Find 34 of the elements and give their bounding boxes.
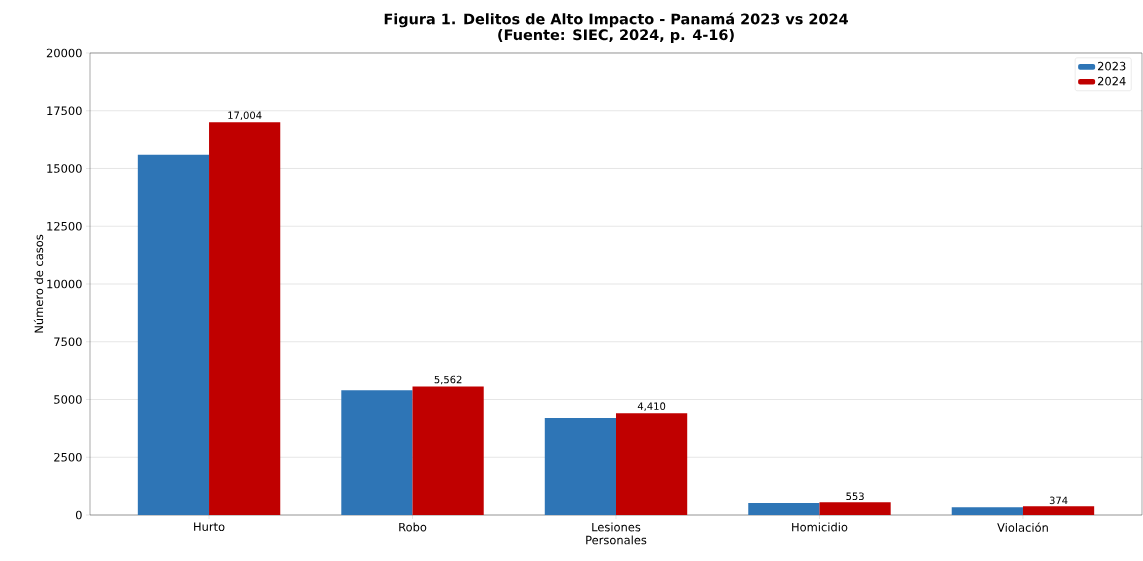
data-label: 5,562 [434,375,462,385]
bar [341,390,413,515]
data-label: 17,004 [228,111,262,120]
legend-label: 2024 [1097,76,1126,86]
y-tick-label: 17500 [47,106,82,116]
y-tick-label: 20000 [46,48,82,58]
x-tick-label: Robo [399,522,427,532]
data-label: 4,410 [637,402,666,411]
bar [951,507,1023,515]
y-tick-label: 12500 [47,221,82,231]
bar [615,413,688,515]
bar [209,122,281,515]
bar [819,502,891,515]
bar [544,417,616,515]
x-tick-label: Violación [997,522,1048,532]
y-axis-title: Número de casos [33,234,44,333]
bar [1022,506,1095,515]
bar [748,502,820,515]
data-label: 553 [846,492,864,501]
bar [412,386,484,515]
y-tick-label: 10000 [47,279,82,289]
y-tick-label: 15000 [47,164,82,173]
y-tick-label: 2500 [54,452,82,462]
x-tick-label: Lesiones Personales [586,522,647,545]
chart-title: Figura 1. Delitos de Alto Impacto - Panamá 2023 vs 2024 [384,12,848,28]
y-tick-label: 7500 [54,337,82,347]
y-tick-label: 5000 [54,395,82,404]
chart-subtitle: (Fuente: SIEC, 2024, p. 4-16) [498,29,734,43]
data-label: 374 [1049,496,1068,505]
x-tick-label: Hurto [194,522,225,532]
bar [137,154,210,515]
y-tick-label: 0 [75,510,82,520]
legend-label: 2023 [1097,61,1126,71]
x-tick-label: Homicidio [792,522,848,532]
